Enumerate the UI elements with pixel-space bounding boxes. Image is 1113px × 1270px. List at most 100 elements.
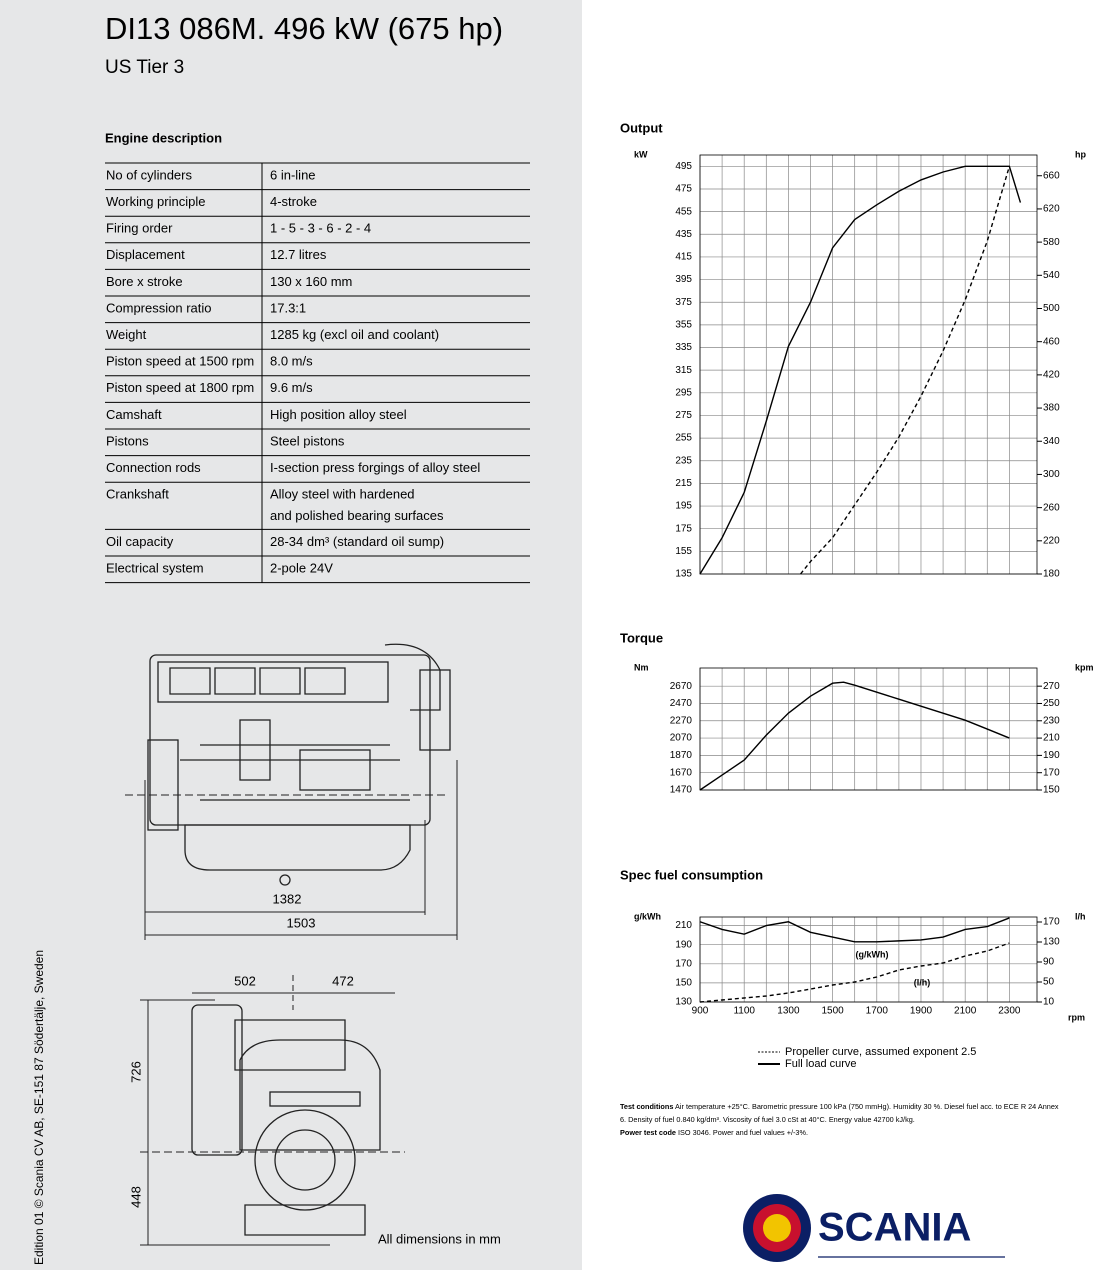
x-tick-label: 2300 <box>998 1006 1021 1017</box>
plot-frame <box>699 667 1038 791</box>
row-value: 28-34 dm³ (standard oil sump) <box>270 534 444 549</box>
y-tick-label: 395 <box>675 274 692 285</box>
dimension-lines <box>125 760 458 1246</box>
y-tick-label: 190 <box>675 939 692 950</box>
y2-tick-label: 420 <box>1043 370 1060 381</box>
row-label: Working principle <box>106 194 205 209</box>
side-panel <box>0 0 582 1270</box>
series-line <box>800 166 1011 575</box>
y-tick-label: 495 <box>675 161 692 172</box>
row-label: Electrical system <box>106 560 204 575</box>
row-value: 1285 kg (excl oil and coolant) <box>270 327 439 342</box>
y-tick-label: 375 <box>675 297 692 308</box>
y-tick-label: 475 <box>675 184 692 195</box>
y-tick-label: 335 <box>675 342 692 353</box>
row-value: 12.7 litres <box>270 247 327 262</box>
row-value: 130 x 160 mm <box>270 274 352 289</box>
y-tick-label: 170 <box>675 958 692 969</box>
y-tick-label: 2670 <box>670 681 693 692</box>
series-line <box>699 165 1022 575</box>
dimension: 448 <box>128 1186 143 1208</box>
test-conditions: Test conditions Air temperature +25°C. B… <box>620 1100 1060 1139</box>
y2-tick-label: 500 <box>1043 303 1060 314</box>
title: DI13 086M. 496 kW (675 hp) <box>105 11 503 46</box>
y-tick-label: 135 <box>675 569 692 580</box>
y2-tick-label: 10 <box>1043 997 1055 1008</box>
row-value: 9.6 m/s <box>270 380 313 395</box>
y2-tick-label: 260 <box>1043 502 1060 513</box>
y2-axis-label: l/h <box>1075 911 1086 921</box>
x-tick-label: 1300 <box>777 1006 800 1017</box>
row-value: Alloy steel with hardened <box>270 487 415 502</box>
row-label: Weight <box>106 327 147 342</box>
row-label: Oil capacity <box>106 534 174 549</box>
y-tick-label: 275 <box>675 410 692 421</box>
y-tick-label: 295 <box>675 387 692 398</box>
row-value: 2-pole 24V <box>270 560 333 575</box>
spec-table: No of cylinders 6 in-line Working principl… <box>105 162 530 584</box>
x-tick-label: 1700 <box>866 1006 889 1017</box>
y-tick-label: 235 <box>675 455 692 466</box>
subtitle: US Tier 3 <box>105 57 184 78</box>
plot-frame <box>699 154 1038 575</box>
row-label: No of cylinders <box>106 167 192 182</box>
note-text: Air temperature +25°C. Barometric pressu… <box>620 1102 1059 1124</box>
y-tick-label: 150 <box>675 978 692 989</box>
engine-front-view <box>191 1004 381 1236</box>
row-label: Displacement <box>106 247 185 262</box>
plot-frame <box>699 916 1038 1003</box>
y-tick-label: 2270 <box>670 715 693 726</box>
dimension-note: All dimensions in mm <box>378 1231 501 1246</box>
y2-tick-label: 620 <box>1043 204 1060 215</box>
row-value: I-section press forgings of alloy steel <box>270 460 480 475</box>
row-value: and polished bearing surfaces <box>270 508 444 523</box>
chart-title: Spec fuel consumption <box>620 867 763 882</box>
series-line <box>699 681 1010 791</box>
note-text: ISO 3046. Power and fuel values +/-3%. <box>675 1128 808 1137</box>
y-tick-label: 1670 <box>670 767 693 778</box>
y2-axis-label: kpm <box>1075 662 1094 672</box>
logo: SCANIA <box>743 1194 1005 1262</box>
y2-tick-label: 170 <box>1043 917 1060 928</box>
y2-tick-label: 250 <box>1043 698 1060 709</box>
y2-tick-label: 660 <box>1043 170 1060 181</box>
series-line <box>699 942 1010 1003</box>
y-tick-label: 2470 <box>670 698 693 709</box>
row-label: Pistons <box>106 433 149 448</box>
y2-tick-label: 230 <box>1043 715 1060 726</box>
y-tick-label: 435 <box>675 229 692 240</box>
row-value: High position alloy steel <box>270 407 407 422</box>
row-value: 1 - 5 - 3 - 6 - 2 - 4 <box>270 221 371 236</box>
x-tick-label: 900 <box>692 1006 709 1017</box>
y-tick-label: 210 <box>675 920 692 931</box>
y-tick-label: 1470 <box>670 785 693 796</box>
y2-tick-label: 170 <box>1043 767 1060 778</box>
y2-tick-label: 180 <box>1043 569 1060 580</box>
dimension: 502 <box>234 973 256 988</box>
row-value: Steel pistons <box>270 433 345 448</box>
row-label: Piston speed at 1500 rpm <box>106 354 254 369</box>
y-tick-label: 455 <box>675 206 692 217</box>
row-value: 6 in-line <box>270 167 316 182</box>
y2-tick-label: 50 <box>1043 977 1055 988</box>
y-tick-label: 195 <box>675 501 692 512</box>
y-tick-label: 1870 <box>670 750 693 761</box>
row-value: 8.0 m/s <box>270 354 313 369</box>
x-axis-label: rpm <box>1068 1012 1085 1022</box>
dimension: 1382 <box>273 891 302 906</box>
x-tick-label: 1500 <box>821 1006 844 1017</box>
y-axis-label: g/kWh <box>634 911 661 921</box>
row-label: Connection rods <box>106 460 201 475</box>
y2-axis-label: hp <box>1075 149 1086 159</box>
row-label: Camshaft <box>106 407 162 422</box>
edition: Edition 01 © Scania CV AB, SE-151 87 Söd… <box>32 950 46 1265</box>
logo-text: SCANIA <box>818 1206 971 1250</box>
chart-title: Torque <box>620 630 663 645</box>
legend-label: Propeller curve, assumed exponent 2.5 <box>785 1046 976 1058</box>
row-value: 4-stroke <box>270 194 317 209</box>
y-axis-label: Nm <box>634 662 649 672</box>
y2-tick-label: 340 <box>1043 436 1060 447</box>
y2-tick-label: 130 <box>1043 937 1060 948</box>
y-tick-label: 255 <box>675 433 692 444</box>
